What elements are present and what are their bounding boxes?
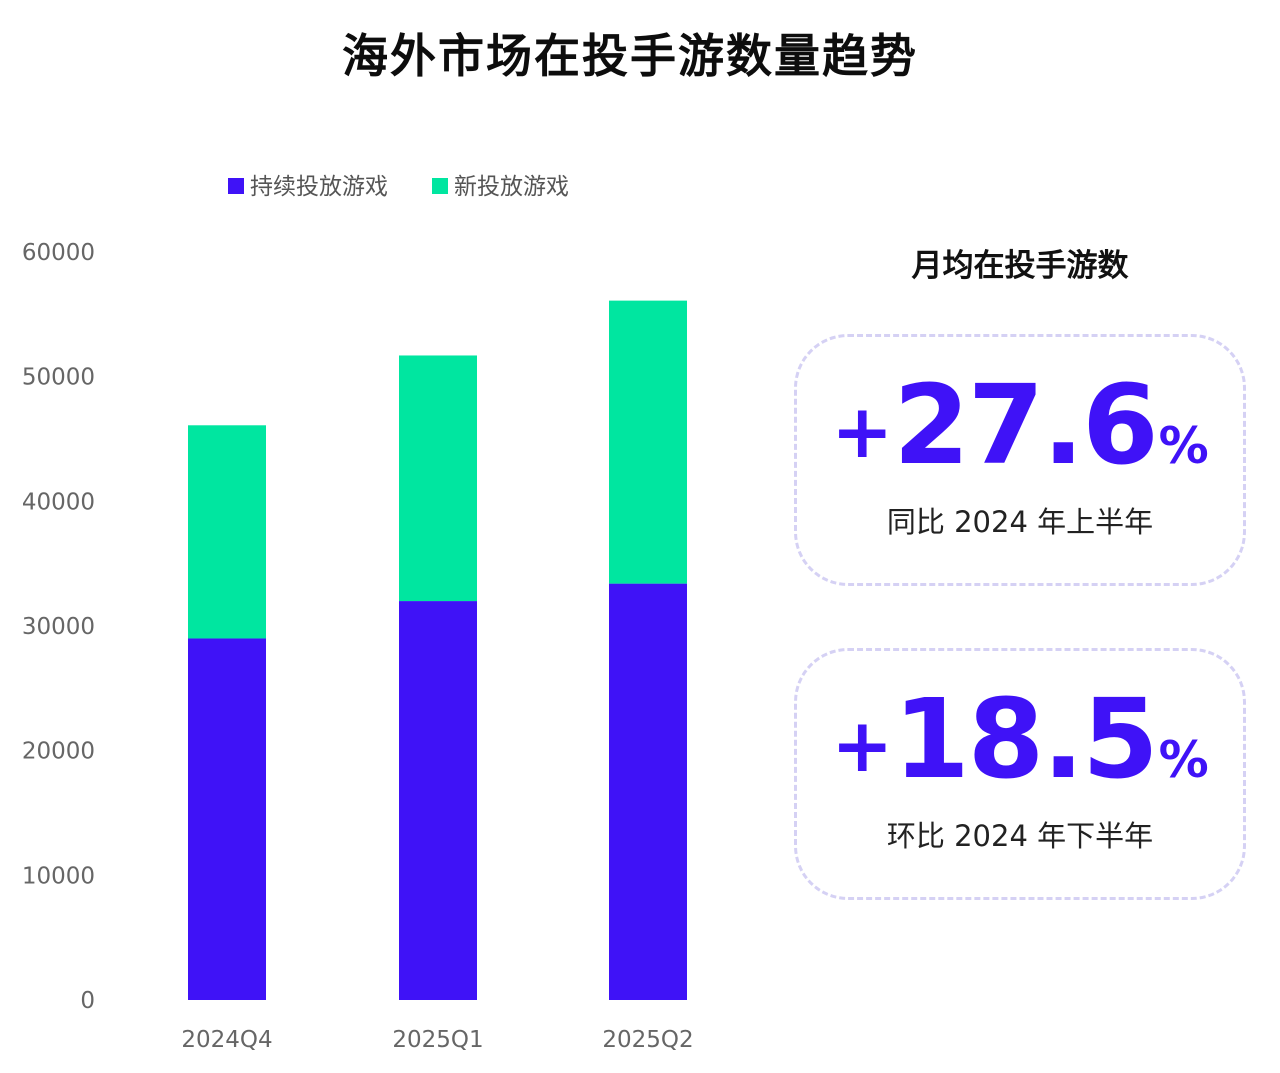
y-tick-label: 50000 bbox=[22, 365, 95, 391]
summary-title: 月均在投手游数 bbox=[911, 248, 1129, 284]
bar-segment-continuous bbox=[609, 583, 687, 1000]
stat-unit: % bbox=[1158, 417, 1209, 475]
chart-title: 海外市场在投手游数量趋势 bbox=[342, 29, 918, 83]
stat-caption-yoy: 同比 2024 年上半年 bbox=[886, 505, 1154, 539]
chart-legend: 持续投放游戏 新投放游戏 bbox=[228, 174, 569, 200]
bar-segment-continuous bbox=[188, 638, 266, 1000]
x-tick-label: 2025Q2 bbox=[602, 1027, 693, 1053]
stat-card-hoh: +18.5% 环比 2024 年下半年 bbox=[794, 648, 1246, 900]
legend-swatch bbox=[228, 178, 244, 194]
stat-value-hoh: +18.5% bbox=[797, 683, 1243, 795]
bar-segment-continuous bbox=[399, 601, 477, 1000]
x-axis: 2024Q4 2025Q1 2025Q2 bbox=[181, 1027, 693, 1053]
stat-unit: % bbox=[1158, 731, 1209, 789]
bar-segment-new bbox=[609, 300, 687, 584]
y-tick-label: 0 bbox=[80, 988, 95, 1014]
y-axis: 0 10000 20000 30000 40000 50000 60000 bbox=[22, 240, 95, 1014]
y-tick-label: 20000 bbox=[22, 739, 95, 765]
stat-sign: + bbox=[831, 703, 894, 789]
x-tick-label: 2024Q4 bbox=[181, 1027, 272, 1053]
stat-card-yoy: +27.6% 同比 2024 年上半年 bbox=[794, 334, 1246, 586]
bar-segment-new bbox=[188, 425, 266, 639]
y-tick-label: 30000 bbox=[22, 614, 95, 640]
stat-number: 27.6 bbox=[893, 361, 1158, 489]
stacked-bar-chart: 持续投放游戏 新投放游戏 0 10000 20000 30000 40000 50000 60… bbox=[22, 174, 694, 1053]
y-tick-label: 40000 bbox=[22, 489, 95, 515]
stat-caption-hoh: 环比 2024 年下半年 bbox=[886, 819, 1154, 853]
bar-segment-new bbox=[399, 355, 477, 602]
legend-label: 持续投放游戏 bbox=[250, 174, 388, 200]
legend-swatch bbox=[432, 178, 448, 194]
legend-label: 新投放游戏 bbox=[454, 174, 569, 200]
bars bbox=[188, 300, 687, 1000]
x-tick-label: 2025Q1 bbox=[392, 1027, 483, 1053]
stat-number: 18.5 bbox=[893, 675, 1158, 803]
stat-value-yoy: +27.6% bbox=[797, 369, 1243, 481]
y-tick-label: 10000 bbox=[22, 863, 95, 889]
y-tick-label: 60000 bbox=[22, 240, 95, 266]
stat-sign: + bbox=[831, 389, 894, 475]
